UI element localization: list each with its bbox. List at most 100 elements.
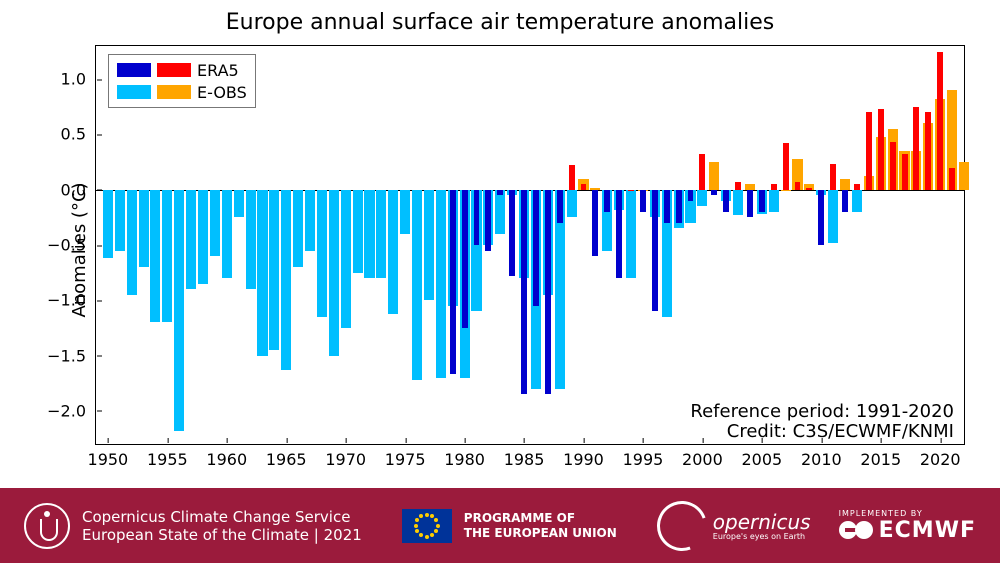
- y-tick: −0.5: [47, 236, 96, 255]
- eobs-bar: [198, 190, 208, 284]
- eobs-bar: [150, 190, 160, 323]
- era5-bar: [628, 190, 634, 191]
- eobs-bar: [139, 190, 149, 267]
- era5-bar: [545, 190, 551, 395]
- eobs-bar: [293, 190, 303, 267]
- era5-bar: [937, 52, 943, 190]
- eobs-bar: [436, 190, 446, 378]
- era5-bar: [688, 190, 694, 201]
- era5-bar: [450, 190, 456, 375]
- ecmwf-implemented-by: IMPLEMENTED BY: [839, 509, 976, 518]
- era5-bar: [557, 190, 563, 223]
- era5-bar: [795, 182, 801, 190]
- era5-bar: [771, 184, 777, 190]
- era5-bar: [462, 190, 468, 328]
- copernicus-text: opernicus Europe's eyes on Earth: [713, 510, 811, 541]
- legend-label: E-OBS: [197, 83, 247, 102]
- eobs-bar: [222, 190, 232, 278]
- x-tick: 2015: [860, 444, 901, 469]
- legend-swatch: [157, 85, 191, 99]
- eobs-bar: [626, 190, 636, 278]
- x-tick: 1970: [325, 444, 366, 469]
- eobs-bar: [341, 190, 351, 328]
- x-tick: 2005: [742, 444, 783, 469]
- credit-note: Credit: C3S/ECWMF/KNMI: [727, 421, 954, 442]
- eu-line2: THE EUROPEAN UNION: [464, 526, 617, 540]
- eobs-bar: [424, 190, 434, 301]
- eobs-bar: [127, 190, 137, 295]
- x-tick: 2000: [682, 444, 723, 469]
- eobs-bar: [781, 190, 791, 191]
- legend-label: ERA5: [197, 61, 239, 80]
- y-tick: −2.0: [47, 401, 96, 420]
- era5-bar: [699, 154, 705, 189]
- eobs-bar: [697, 190, 707, 207]
- eobs-bar: [246, 190, 256, 290]
- x-tick: 1995: [623, 444, 664, 469]
- eobs-bar: [567, 190, 577, 218]
- x-tick: 1975: [385, 444, 426, 469]
- era5-bar: [723, 190, 729, 212]
- eobs-bar: [852, 190, 862, 212]
- eobs-bar: [281, 190, 291, 370]
- eobs-bar: [162, 190, 172, 323]
- era5-bar: [533, 190, 539, 306]
- c3s-thermometer-icon: [24, 503, 70, 549]
- legend-swatch: [117, 63, 151, 77]
- x-tick: 2010: [801, 444, 842, 469]
- eobs-bar: [317, 190, 327, 317]
- era5-bar: [783, 143, 789, 189]
- footer-bar: Copernicus Climate Change Service Europe…: [0, 488, 1000, 563]
- era5-bar: [640, 190, 646, 212]
- y-tick: 1.0: [61, 70, 96, 89]
- x-tick: 1965: [266, 444, 307, 469]
- era5-bar: [913, 107, 919, 190]
- c3s-text: Copernicus Climate Change Service Europe…: [82, 508, 362, 544]
- eobs-bar: [103, 190, 113, 259]
- x-tick: 1955: [147, 444, 188, 469]
- chart-title: Europe annual surface air temperature an…: [0, 10, 1000, 35]
- era5-bar: [604, 190, 610, 212]
- y-tick: 0.5: [61, 125, 96, 144]
- eobs-bar: [376, 190, 386, 278]
- era5-bar: [735, 182, 741, 190]
- eobs-bar: [388, 190, 398, 314]
- copernicus-arc-icon: [649, 492, 715, 558]
- eobs-bar: [840, 179, 850, 190]
- eu-flag-icon: [402, 509, 452, 543]
- era5-bar: [711, 190, 717, 196]
- eobs-bar: [234, 190, 244, 218]
- legend-swatch: [157, 63, 191, 77]
- eobs-bar: [769, 190, 779, 212]
- c3s-line1: Copernicus Climate Change Service: [82, 508, 362, 526]
- era5-bar: [497, 190, 503, 196]
- eobs-bar: [174, 190, 184, 431]
- eobs-bar: [329, 190, 339, 356]
- era5-bar: [652, 190, 658, 312]
- eu-programme-text: PROGRAMME OF THE EUROPEAN UNION: [464, 511, 617, 540]
- eobs-bar: [115, 190, 125, 251]
- copernicus-tag: Europe's eyes on Earth: [713, 532, 811, 541]
- era5-bar: [830, 164, 836, 189]
- era5-bar: [676, 190, 682, 223]
- eobs-bar: [709, 162, 719, 190]
- era5-bar: [949, 168, 955, 190]
- era5-bar: [521, 190, 527, 395]
- x-tick: 1980: [444, 444, 485, 469]
- era5-bar: [878, 109, 884, 190]
- era5-bar: [509, 190, 515, 276]
- era5-bar: [485, 190, 491, 251]
- ecmwf-icon: [839, 519, 873, 541]
- eobs-bar: [733, 190, 743, 215]
- y-tick: −1.0: [47, 291, 96, 310]
- eobs-bar: [210, 190, 220, 256]
- era5-bar: [616, 190, 622, 278]
- legend-row: E-OBS: [117, 81, 247, 103]
- era5-bar: [818, 190, 824, 245]
- y-tick: 0.0: [61, 180, 96, 199]
- x-tick: 1960: [206, 444, 247, 469]
- x-tick: 1985: [504, 444, 545, 469]
- x-tick: 2020: [920, 444, 961, 469]
- eobs-bar: [353, 190, 363, 273]
- copernicus-name: opernicus: [713, 510, 811, 534]
